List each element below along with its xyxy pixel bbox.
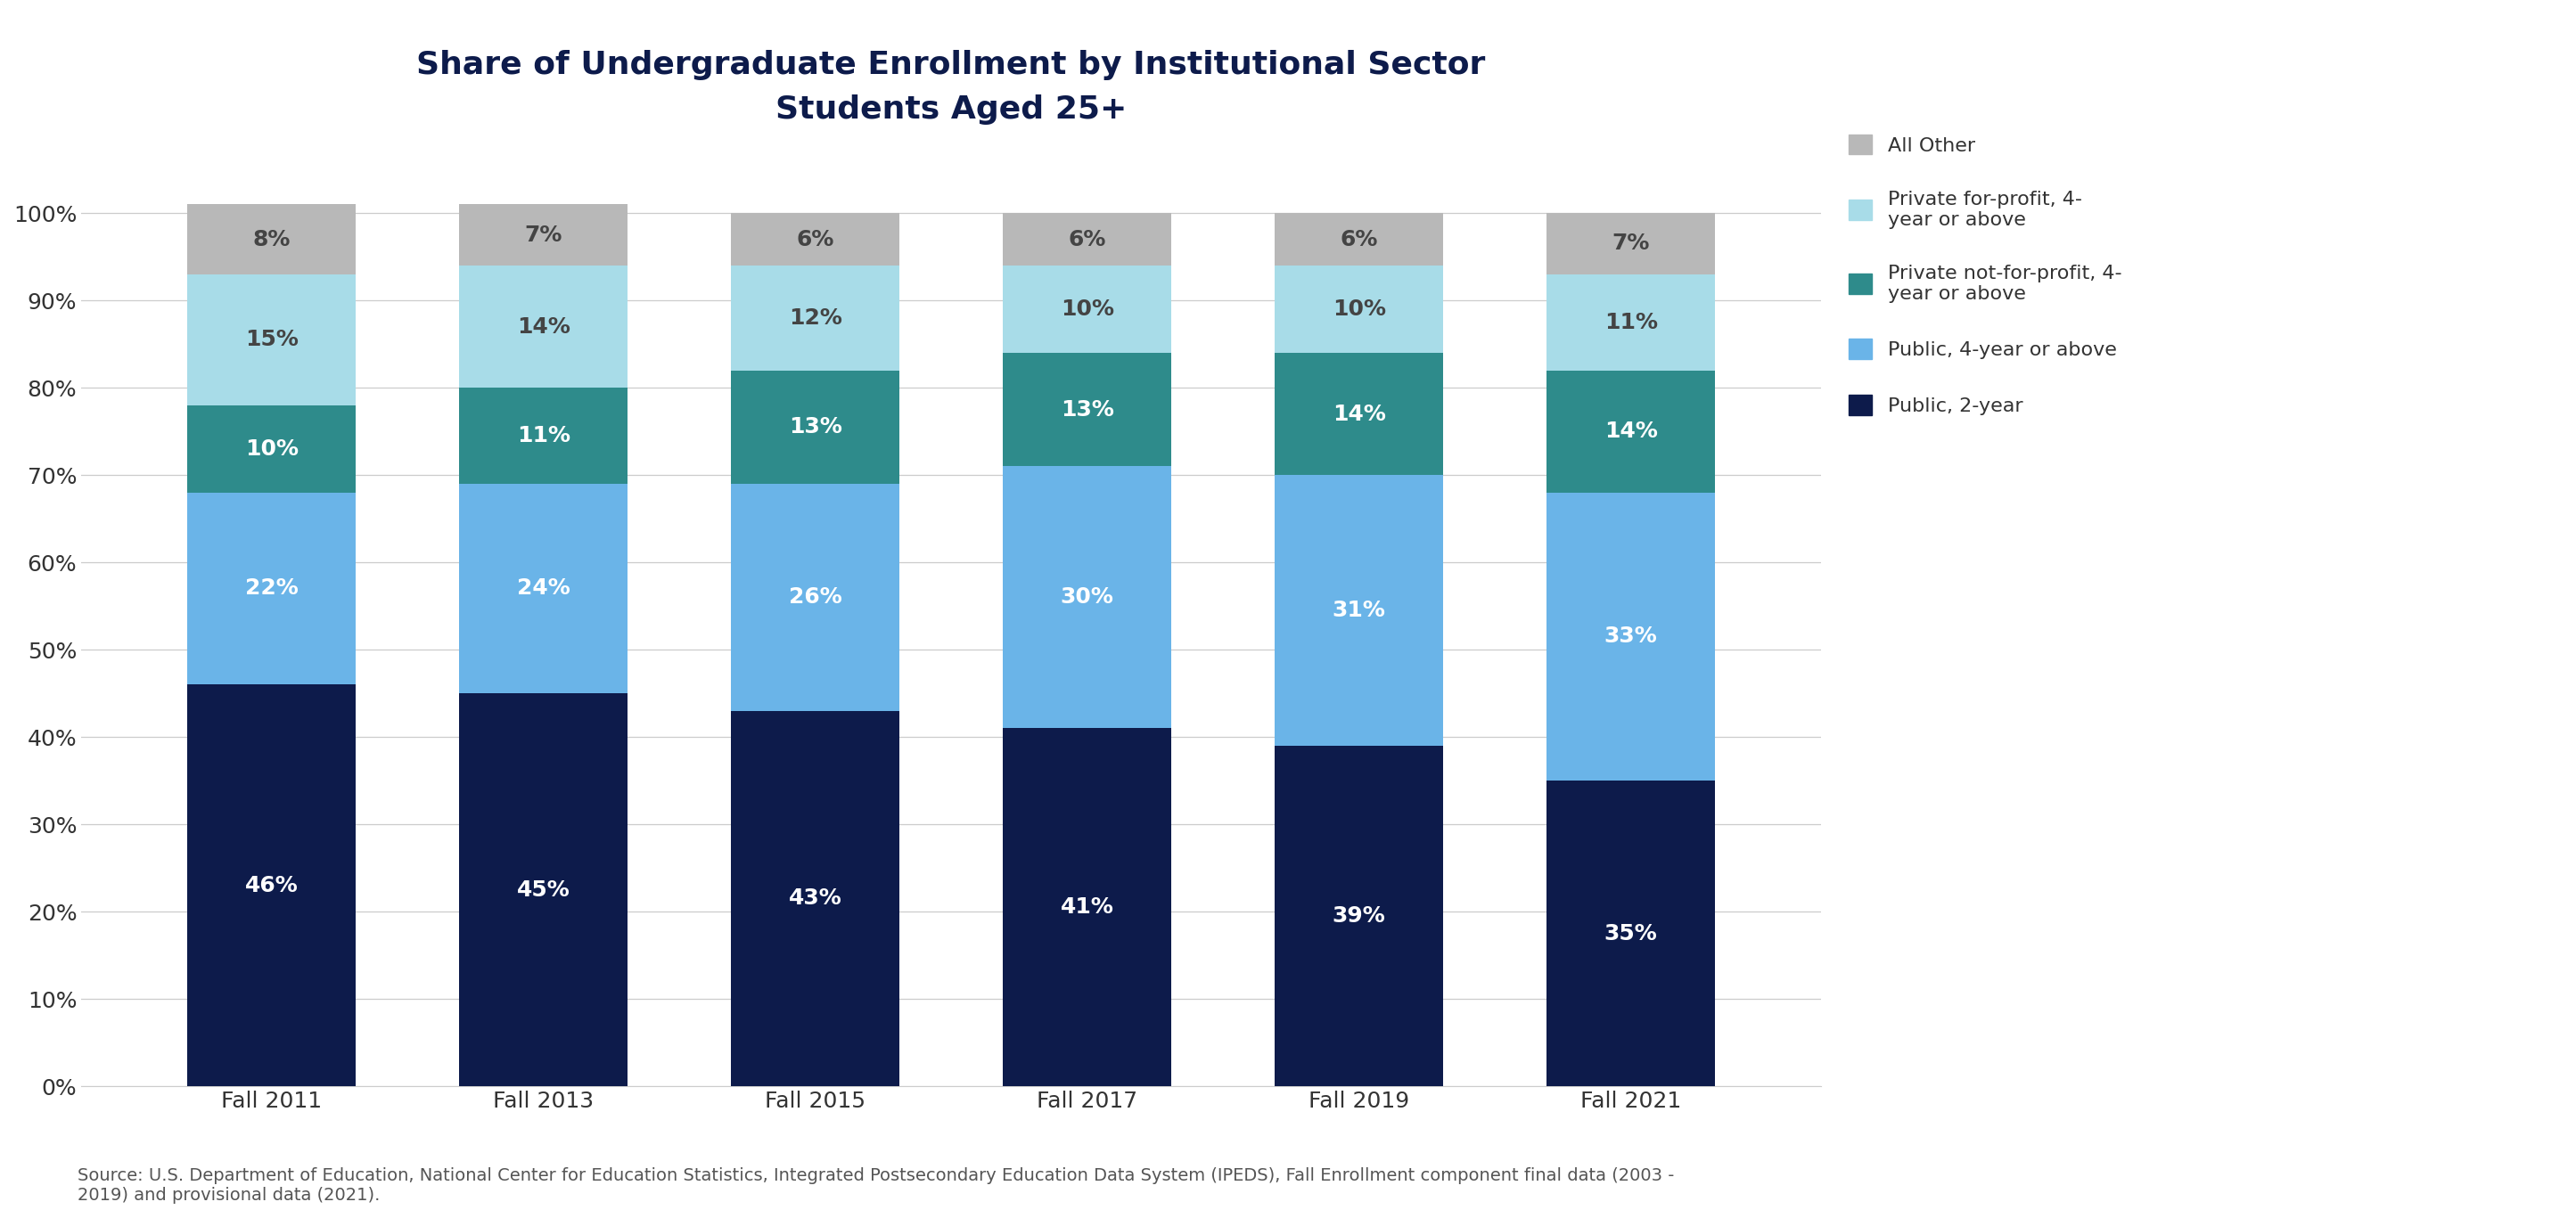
- Text: 10%: 10%: [1332, 299, 1386, 319]
- Bar: [188, 685, 355, 1087]
- Text: 7%: 7%: [526, 224, 562, 246]
- Text: 15%: 15%: [245, 329, 299, 351]
- Text: 46%: 46%: [245, 875, 299, 897]
- Bar: [188, 492, 355, 685]
- Legend: All Other, Private for-profit, 4-
year or above, Private not-for-profit, 4-
year: All Other, Private for-profit, 4- year o…: [1850, 134, 2123, 415]
- Bar: [732, 370, 899, 484]
- Bar: [1275, 213, 1443, 265]
- Text: 7%: 7%: [1613, 232, 1649, 254]
- Text: 13%: 13%: [1061, 399, 1113, 420]
- Bar: [188, 405, 355, 492]
- Bar: [1546, 492, 1716, 780]
- Text: 31%: 31%: [1332, 600, 1386, 621]
- Bar: [1275, 353, 1443, 476]
- Text: 6%: 6%: [796, 229, 835, 250]
- Text: 11%: 11%: [518, 425, 569, 446]
- Text: 12%: 12%: [788, 307, 842, 329]
- Text: 26%: 26%: [788, 587, 842, 607]
- Text: 35%: 35%: [1605, 923, 1656, 944]
- Bar: [1546, 213, 1716, 275]
- Bar: [732, 213, 899, 265]
- Text: 8%: 8%: [252, 229, 291, 250]
- Bar: [459, 387, 629, 484]
- Bar: [1546, 275, 1716, 370]
- Text: 24%: 24%: [518, 578, 569, 599]
- Bar: [1275, 745, 1443, 1087]
- Bar: [1002, 353, 1172, 466]
- Bar: [1002, 466, 1172, 728]
- Text: 43%: 43%: [788, 888, 842, 909]
- Bar: [459, 265, 629, 387]
- Bar: [1275, 265, 1443, 353]
- Bar: [732, 484, 899, 710]
- Text: Source: U.S. Department of Education, National Center for Education Statistics, : Source: U.S. Department of Education, Na…: [77, 1168, 1674, 1204]
- Bar: [732, 710, 899, 1087]
- Text: 6%: 6%: [1069, 229, 1105, 250]
- Bar: [1546, 370, 1716, 492]
- Text: 45%: 45%: [518, 878, 569, 900]
- Bar: [459, 484, 629, 693]
- Text: 14%: 14%: [518, 316, 569, 338]
- Title: Share of Undergraduate Enrollment by Institutional Sector
Students Aged 25+: Share of Undergraduate Enrollment by Ins…: [417, 50, 1486, 125]
- Bar: [1275, 476, 1443, 745]
- Bar: [732, 265, 899, 370]
- Bar: [1002, 265, 1172, 353]
- Text: 33%: 33%: [1605, 626, 1656, 647]
- Text: 39%: 39%: [1332, 905, 1386, 927]
- Text: 10%: 10%: [245, 438, 299, 460]
- Text: 30%: 30%: [1061, 587, 1113, 607]
- Bar: [188, 204, 355, 275]
- Bar: [459, 693, 629, 1087]
- Text: 14%: 14%: [1605, 421, 1656, 442]
- Bar: [188, 275, 355, 405]
- Text: 14%: 14%: [1332, 403, 1386, 425]
- Bar: [459, 204, 629, 265]
- Bar: [1546, 780, 1716, 1087]
- Text: 41%: 41%: [1061, 897, 1113, 918]
- Text: 10%: 10%: [1061, 299, 1113, 319]
- Text: 11%: 11%: [1605, 311, 1656, 333]
- Text: 22%: 22%: [245, 578, 299, 599]
- Bar: [1002, 213, 1172, 265]
- Bar: [1002, 728, 1172, 1087]
- Text: 13%: 13%: [788, 416, 842, 438]
- Text: 6%: 6%: [1340, 229, 1378, 250]
